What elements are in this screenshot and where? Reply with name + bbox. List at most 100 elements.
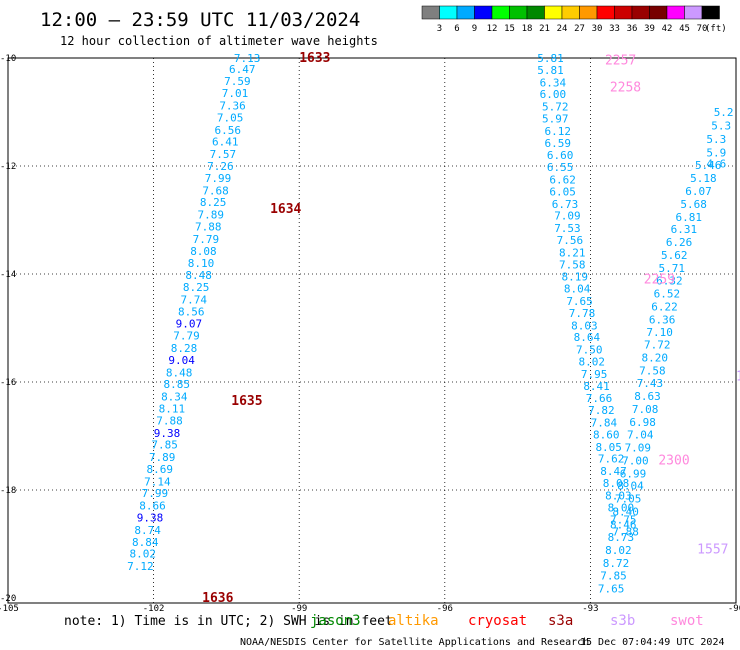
wave-height-label: 6.31 — [671, 223, 698, 236]
wave-height-label: 8.84 — [132, 536, 159, 549]
x-tick-label: -90 — [728, 604, 740, 614]
chart-title: 12:00 — 23:59 UTC 11/03/2024 — [40, 9, 360, 31]
legend-tick-label: 15 — [504, 24, 515, 34]
wave-height-label: 6.32 — [656, 274, 683, 287]
track-id-label: 1635 — [231, 394, 262, 409]
satellite-legend: jason3 altika cryosat s3a s3b swot — [310, 613, 704, 629]
wave-height-label: 7.89 — [149, 451, 176, 464]
wave-height-label: 7.62 — [598, 453, 625, 466]
wave-height-label: 6.60 — [547, 149, 574, 162]
wave-height-labels: 7.136.477.597.017.367.056.566.417.577.26… — [127, 52, 733, 595]
wave-height-label: 7.53 — [554, 222, 581, 235]
wave-height-label: 7.05 — [615, 493, 642, 506]
wave-height-label: 7.99 — [142, 487, 169, 500]
wave-height-label: 8.40 — [612, 506, 639, 519]
y-tick-label: -12 — [0, 162, 16, 172]
wave-height-label: 7.09 — [625, 441, 652, 454]
wave-height-label: 6.62 — [549, 174, 576, 187]
grid-lines — [8, 57, 736, 603]
wave-height-label: 6.55 — [547, 161, 574, 174]
legend-tick-label: 21 — [539, 24, 550, 34]
wave-height-label: 7.65 — [598, 582, 625, 595]
x-tick-label: -93 — [582, 604, 598, 614]
wave-height-label: 8.02 — [130, 548, 157, 561]
wave-height-label: 6.73 — [552, 198, 579, 211]
legend-color-box — [474, 5, 493, 20]
wave-height-label: 7.13 — [234, 52, 261, 65]
legend-color-box — [631, 5, 650, 20]
legend-tick-label: 33 — [609, 24, 620, 34]
wave-height-label: 7.09 — [554, 210, 581, 223]
legend-color-box — [596, 5, 615, 20]
legend-tick-label: 3 — [437, 24, 442, 34]
wave-height-label: 8.05 — [595, 441, 622, 454]
wave-height-label: 5.3 — [706, 133, 726, 146]
wave-height-label: 5.97 — [542, 112, 569, 125]
wave-height-label: 8.02 — [605, 544, 632, 557]
wave-height-label: 8.34 — [161, 391, 188, 404]
wave-height-label: 7.88 — [612, 526, 639, 539]
wave-height-label: 8.11 — [159, 402, 186, 415]
wave-height-label: 7.04 — [627, 428, 654, 441]
wave-height-label: 6.47 — [229, 63, 256, 76]
track-id-label: 1634 — [270, 202, 301, 217]
color-scale-legend: 3 6 9 12 15 18 21 24 27 30 33 36 39 42 45 70 — [421, 5, 720, 34]
legend-color-box — [456, 5, 475, 20]
wave-height-label: 5.81 — [537, 64, 564, 77]
wave-height-label: 5.72 — [542, 101, 569, 114]
legend-color-box — [421, 5, 440, 20]
wave-height-label: 7.78 — [569, 307, 596, 320]
wave-height-label: 7.36 — [219, 100, 246, 113]
wave-height-label: 7.08 — [632, 403, 659, 416]
wave-height-label: 8.48 — [185, 269, 212, 282]
wave-height-label: 8.00 — [608, 501, 635, 514]
wave-height-label: 9.04 — [168, 354, 195, 367]
wave-height-label: 5.71 — [659, 262, 686, 275]
wave-height-label: 7.26 — [207, 160, 234, 173]
wave-height-label: 7.95 — [581, 368, 608, 381]
x-tick-label: -105 — [0, 604, 19, 614]
wave-height-label: 6.98 — [629, 416, 656, 429]
track-id-label: 1633 — [299, 51, 330, 66]
wave-height-label: 8.20 — [642, 352, 669, 365]
wave-height-label: 8.04 — [564, 283, 591, 296]
x-tick-label: -96 — [437, 604, 453, 614]
wave-height-label: 7.85 — [151, 439, 178, 452]
wave-height-label: 8.41 — [583, 380, 610, 393]
wave-height-label: 5.2 — [714, 106, 734, 119]
legend-tick-label: 70 — [697, 24, 708, 34]
wave-height-label: 9.07 — [176, 318, 203, 331]
wave-height-label: 6.56 — [214, 124, 241, 137]
wave-height-label: 6.34 — [540, 76, 567, 89]
wave-height-label: 9.38 — [154, 427, 181, 440]
wave-height-label: 8.25 — [183, 281, 210, 294]
footer-timestamp: 15 Dec 07:04:49 UTC 2024 — [580, 637, 725, 648]
wave-height-label: 8.73 — [608, 531, 635, 544]
y-tick-label: -18 — [0, 486, 16, 496]
wave-height-label: 7.50 — [576, 344, 603, 357]
wave-height-label: 7.43 — [637, 377, 664, 390]
track-id-label: 2257 — [605, 54, 636, 69]
wave-height-label: 7.05 — [217, 111, 244, 124]
wave-height-label: 8.46 — [610, 519, 637, 532]
wave-height-label: 8.02 — [578, 355, 605, 368]
wave-height-label: 8.03 — [605, 489, 632, 502]
legend-color-box — [701, 5, 720, 20]
legend-color-box — [666, 5, 685, 20]
wave-height-label: 6.99 — [620, 467, 647, 480]
legend-color-box — [526, 5, 545, 20]
legend-tick-label: 9 — [472, 24, 477, 34]
wave-height-label: 7.68 — [202, 184, 229, 197]
wave-height-label: 8.08 — [603, 477, 630, 490]
wave-height-label: 8.60 — [593, 428, 620, 441]
legend-tick-label: 24 — [557, 24, 568, 34]
wave-height-label: 7.58 — [559, 258, 586, 271]
wave-height-label: 8.63 — [634, 390, 661, 403]
legend-color-box — [491, 5, 510, 20]
x-tick-labels: -105 -102 -99 -96 -93 -90 — [0, 604, 740, 614]
track-id-label: 2259 — [644, 272, 675, 287]
wave-height-label: 8.47 — [600, 465, 627, 478]
wave-height-label: 6.41 — [212, 136, 239, 149]
legend-tick-label: 36 — [627, 24, 638, 34]
wave-height-label: 6.26 — [666, 236, 693, 249]
